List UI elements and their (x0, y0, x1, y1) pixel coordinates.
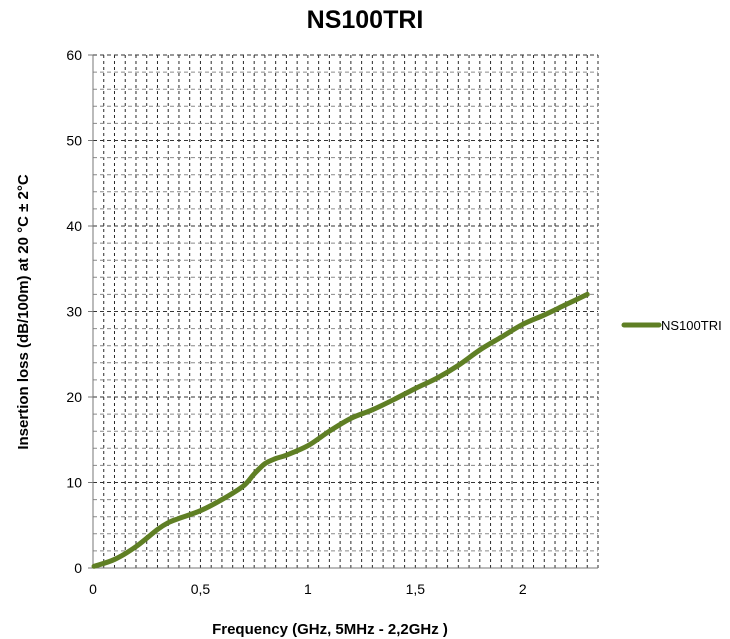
y-axis-title: Insertion loss (dB/100m) at 20 °C ± 2°C (15, 174, 32, 449)
x-tick-label: 0 (89, 581, 97, 597)
y-tick-label: 0 (74, 560, 82, 576)
tick-labels: 0 10 20 30 40 50 60 0 0,5 1 1,5 2 (66, 47, 526, 597)
x-tick-label: 0,5 (191, 581, 211, 597)
y-tick-label: 30 (66, 304, 82, 320)
y-tick-label: 40 (66, 218, 82, 234)
series (91, 291, 590, 569)
y-tick-label: 60 (66, 47, 82, 63)
x-tick-label: 1 (304, 581, 312, 597)
grid (92, 54, 599, 569)
legend-label: NS100TRI (661, 318, 722, 333)
y-tick-label: 50 (66, 133, 82, 149)
x-axis-title: Frequency (GHz, 5MHz - 2,2GHz ) (212, 621, 448, 638)
y-tick-label: 20 (66, 389, 82, 405)
series-line-ns100tri (91, 291, 590, 569)
x-tick-label: 2 (519, 581, 527, 597)
y-tick-label: 10 (66, 475, 82, 491)
x-tick-label: 1,5 (406, 581, 426, 597)
chart-title: NS100TRI (306, 6, 424, 34)
legend: NS100TRI (621, 318, 722, 333)
